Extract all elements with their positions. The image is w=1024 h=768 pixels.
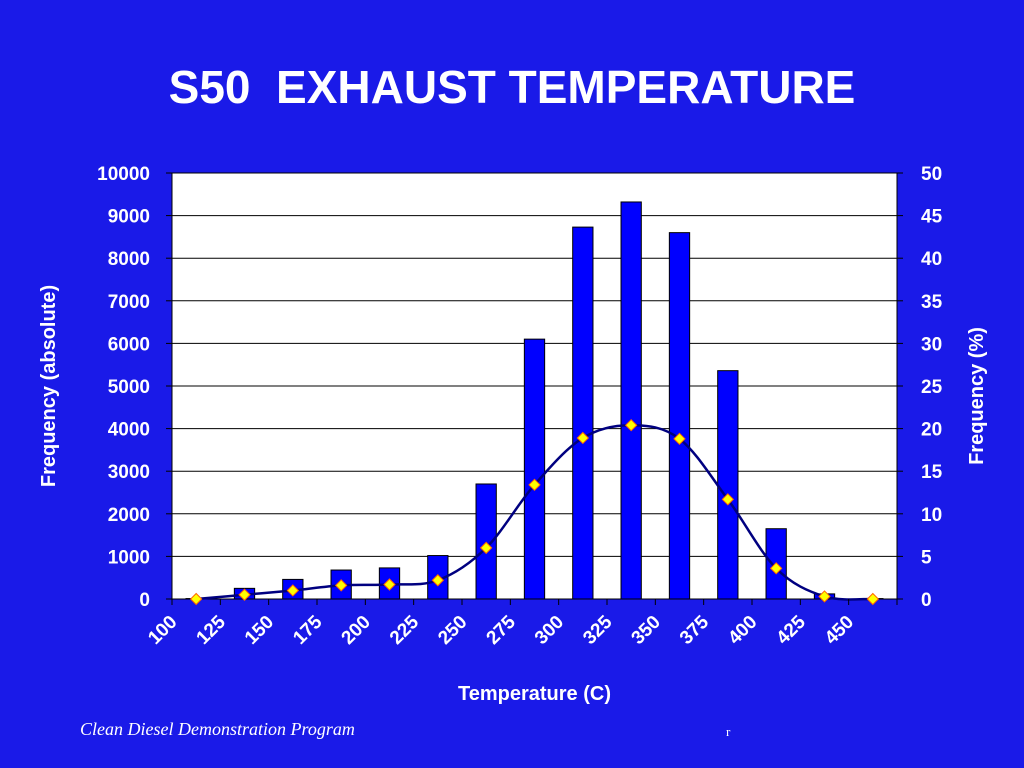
- x-tick-label: 375: [676, 611, 714, 649]
- bar: [475, 483, 497, 600]
- y-tick-left-label: 7000: [108, 292, 150, 313]
- line-marker: [576, 431, 590, 445]
- line-marker: [238, 588, 251, 601]
- line-marker: [721, 493, 735, 506]
- y-tick-left-label: 4000: [108, 420, 150, 441]
- y-tick-right-label: 5: [921, 547, 932, 568]
- footer-program-name: Clean Diesel Demonstration Program: [80, 719, 355, 739]
- x-tick-label: 225: [386, 611, 424, 649]
- line-marker: [286, 584, 300, 597]
- y-tick-left-label: 3000: [108, 462, 150, 483]
- y-tick-left-label: 6000: [108, 334, 150, 355]
- x-tick-label: 400: [724, 612, 761, 649]
- line-marker: [431, 574, 445, 587]
- x-tick-label: 300: [531, 612, 568, 649]
- x-tick-label: 350: [628, 612, 665, 649]
- x-axis-title: Temperature (C): [458, 683, 611, 705]
- y-axis-right-ticks: 0 5 10 15 20 25 30 35 40 45 50: [897, 164, 943, 611]
- line-marker: [334, 579, 348, 592]
- y-tick-left-label: 8000: [108, 249, 150, 270]
- y-axis-left-ticks: 0 1000 2000 3000 4000 5000 6000 7000 8000 9000 100…: [97, 164, 172, 611]
- y-tick-right-label: 10: [921, 505, 942, 526]
- line-marker: [866, 592, 880, 606]
- x-tick-label: 450: [821, 612, 858, 649]
- x-tick-label: 325: [579, 611, 617, 649]
- x-tick-label: 200: [338, 612, 375, 649]
- x-tick-label: 150: [241, 612, 278, 649]
- y-tick-right-label: 15: [921, 462, 943, 483]
- x-axis-ticks: 100 125 150 175 200 225 250 275 300 325 350 375 400 4…: [144, 599, 898, 649]
- bar-series: [185, 201, 884, 600]
- line-marker: [673, 432, 686, 446]
- bar: [523, 338, 546, 600]
- line-marker: [528, 478, 541, 492]
- line-marker: [769, 562, 783, 575]
- slide-title: S50 EXHAUST TEMPERATURE: [168, 61, 856, 113]
- x-tick-label: 275: [483, 611, 521, 649]
- y-tick-right-label: 35: [921, 292, 943, 313]
- percent-markers: [189, 418, 880, 606]
- bar: [572, 226, 594, 600]
- y-tick-right-label: 0: [921, 590, 932, 611]
- y-axis-title-right: Frequency (%): [966, 327, 988, 465]
- y-tick-right-label: 20: [921, 420, 942, 441]
- y-tick-left-label: 1000: [108, 547, 150, 568]
- line-marker: [624, 418, 638, 432]
- line-marker: [189, 592, 203, 606]
- y-tick-right-label: 40: [921, 249, 942, 270]
- line-marker: [818, 590, 831, 603]
- x-tick-label: 250: [434, 612, 471, 649]
- y-tick-right-label: 50: [921, 164, 942, 185]
- y-axis-title-left: Frequency (absolute): [38, 285, 60, 487]
- bar: [620, 201, 642, 600]
- bar: [668, 232, 691, 600]
- x-tick-label: 100: [144, 612, 181, 649]
- y-tick-left-label: 2000: [108, 505, 150, 526]
- y-tick-left-label: 10000: [97, 164, 150, 185]
- footer-mark: r: [726, 724, 731, 739]
- y-tick-left-label: 5000: [108, 377, 150, 398]
- y-tick-left-label: 9000: [108, 207, 150, 228]
- y-tick-right-label: 30: [921, 334, 942, 355]
- bar: [717, 370, 739, 600]
- x-tick-label: 175: [289, 611, 327, 649]
- line-marker: [479, 541, 493, 555]
- y-tick-left-label: 0: [139, 590, 150, 611]
- x-tick-label: 425: [773, 611, 811, 649]
- y-tick-right-label: 25: [921, 377, 943, 398]
- y-tick-right-label: 45: [921, 207, 943, 228]
- line-marker: [383, 578, 396, 591]
- x-tick-label: 125: [193, 611, 231, 649]
